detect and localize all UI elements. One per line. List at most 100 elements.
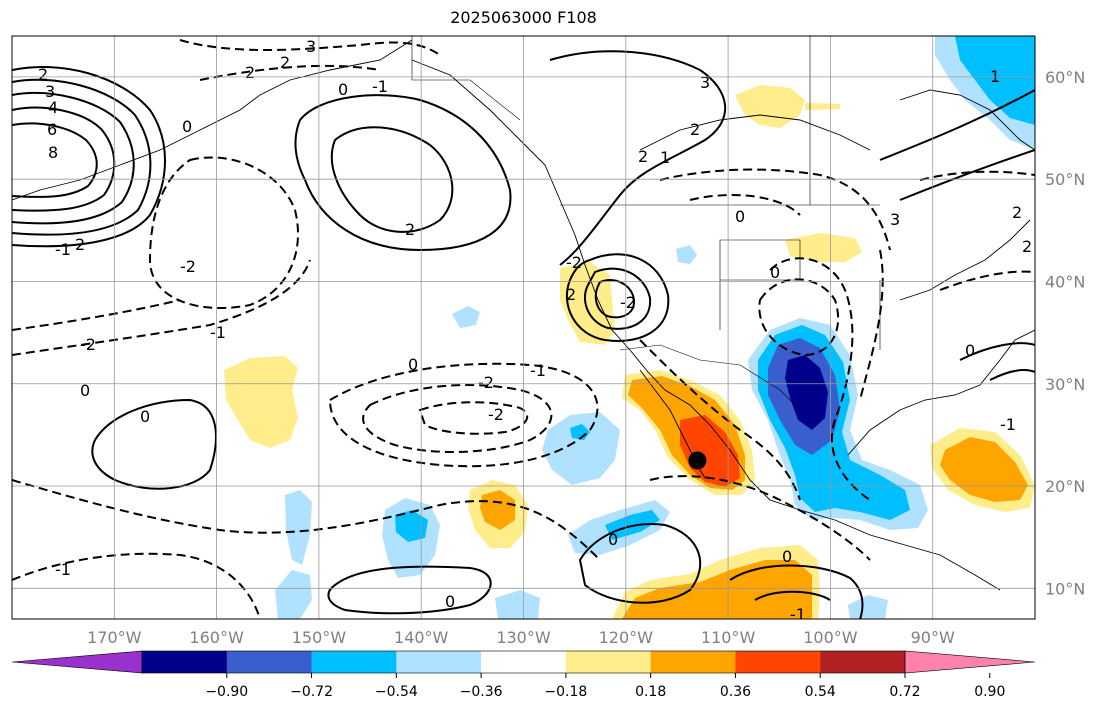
contour-label: 0 — [965, 341, 975, 360]
lon-tick-label: 130°W — [496, 628, 551, 647]
contour-label: 6 — [47, 120, 57, 139]
shade-positive-canada — [735, 85, 805, 128]
contour-label: -1 — [372, 77, 388, 96]
contour-label: 2 — [38, 65, 48, 84]
contour-label: 0 — [782, 547, 792, 566]
shade-negative-small-2 — [452, 306, 480, 328]
contour-label: 0 — [338, 80, 348, 99]
contour-label: 0 — [735, 207, 745, 226]
colorbar: −0.90 −0.72 −0.54 −0.36 −0.18 0.18 0.36 0.54 0.7… — [11, 650, 1036, 700]
colorbar-outline — [141, 650, 906, 674]
contour-label: 2 — [690, 120, 700, 139]
lon-tick-label: 160°W — [189, 628, 244, 647]
lon-tick-label: 90°W — [911, 628, 955, 647]
shade-positive-pacific-w — [224, 356, 298, 448]
colorbar-segment — [396, 651, 482, 673]
colorbar-extend-low — [11, 650, 143, 674]
shade-negative-sw-1 — [275, 570, 312, 619]
lat-tick-label: 30°N — [1045, 375, 1085, 394]
lon-tick-label: 100°W — [803, 628, 858, 647]
colorbar-segment — [820, 651, 906, 673]
shade-positive-plains — [785, 233, 862, 262]
lat-tick-label: 20°N — [1045, 477, 1085, 496]
contour-label: 3 — [45, 82, 55, 101]
colorbar-extend-high — [904, 650, 1036, 674]
shade-negative-pacific-1-core — [570, 424, 590, 440]
contour-label: -2 — [80, 335, 96, 354]
contour-label: 8 — [48, 143, 58, 162]
contour-label: 0 — [140, 407, 150, 426]
contour-label: -2 — [620, 293, 636, 312]
shade-positive-south-core — [622, 560, 812, 619]
contour-label: -2 — [488, 405, 504, 424]
contour-label: 1 — [990, 67, 1000, 86]
contour-label: 0 — [770, 263, 780, 282]
colorbar-segment — [142, 651, 228, 673]
contour-label: -1 — [55, 560, 71, 579]
contours-positive — [12, 50, 1035, 619]
shade-negative-gulf-core — [785, 355, 828, 430]
contour-label: 2 — [245, 63, 255, 82]
colorbar-tick-label: −0.18 — [544, 684, 587, 700]
gridlines — [12, 36, 1035, 619]
contour-label: 2 — [280, 53, 290, 72]
shade-negative-ne-core — [955, 36, 1035, 125]
colorbar-segment — [650, 651, 736, 673]
contour-label: 2 — [1012, 203, 1022, 222]
colorbar-segment — [735, 651, 821, 673]
lon-tick-label: 170°W — [87, 628, 142, 647]
contour-label: 2 — [566, 285, 576, 304]
shade-negative-hawaii — [285, 490, 312, 565]
longitude-ticks: 170°W 160°W 150°W 140°W 130°W 120°W 110°W 100°W… — [87, 628, 955, 647]
contour-label: -2 — [566, 253, 582, 272]
colorbar-tick-label: 0.54 — [805, 684, 836, 700]
colorbar-segment — [311, 651, 397, 673]
contour-label: -1 — [55, 240, 71, 259]
contour-label: 2 — [75, 235, 85, 254]
colorbar-tick-label: −0.54 — [375, 684, 418, 700]
shade-negative-sw-2 — [495, 590, 540, 619]
contour-labels: 3 2 2 2 3 4 6 8 0 -1 -2 2 0 2 1 3 2 -2 -… — [38, 37, 1032, 619]
colorbar-segment — [481, 651, 567, 673]
lat-tick-label: 50°N — [1045, 170, 1085, 189]
contour-label: 2 — [1022, 237, 1032, 256]
contour-label: -1 — [530, 361, 546, 380]
contour-label: -1 — [1000, 415, 1016, 434]
map-title: 2025063000 F108 — [450, 8, 597, 27]
map-frame — [11, 35, 1036, 620]
lon-tick-label: 120°W — [599, 628, 654, 647]
shade-negative-se — [848, 595, 888, 619]
contour-label: 2 — [405, 220, 415, 239]
colorbar-tick-label: −0.90 — [205, 684, 248, 700]
contour-label: -2 — [180, 257, 196, 276]
contour-label: 0 — [182, 117, 192, 136]
contour-label: 0 — [408, 355, 418, 374]
colorbar-tick-label: 0.72 — [889, 684, 920, 700]
contour-label: 0 — [445, 592, 455, 611]
lon-tick-label: 110°W — [701, 628, 756, 647]
contour-label: -2 — [478, 373, 494, 392]
colorbar-tick-label: 0.18 — [635, 684, 666, 700]
colorbar-tick-label: −0.72 — [290, 684, 333, 700]
shade-positive-pacific-c-core — [480, 490, 515, 530]
shade-negative-pacific-2-core — [395, 510, 428, 542]
contour-label: 3 — [890, 210, 900, 229]
location-marker — [688, 451, 707, 470]
contour-label: 3 — [700, 73, 710, 92]
lon-tick-label: 140°W — [394, 628, 449, 647]
coastlines — [12, 39, 1035, 591]
shade-positive-canada-tail — [805, 103, 840, 110]
latitude-ticks: 60°N 50°N 40°N 30°N 20°N 10°N — [1045, 68, 1085, 598]
lon-tick-label: 150°W — [292, 628, 347, 647]
contour-label: 0 — [80, 381, 90, 400]
contour-label: 4 — [48, 98, 58, 117]
contour-label: -1 — [210, 323, 226, 342]
colorbar-segment — [226, 651, 313, 673]
shade-negative-small-1 — [676, 245, 697, 264]
colorbar-tick-label: −0.36 — [460, 684, 503, 700]
contour-label: 0 — [608, 530, 618, 549]
contour-label: 2 — [638, 147, 648, 166]
colorbar-tick-label: 0.36 — [720, 684, 751, 700]
contour-label: 1 — [660, 148, 670, 167]
